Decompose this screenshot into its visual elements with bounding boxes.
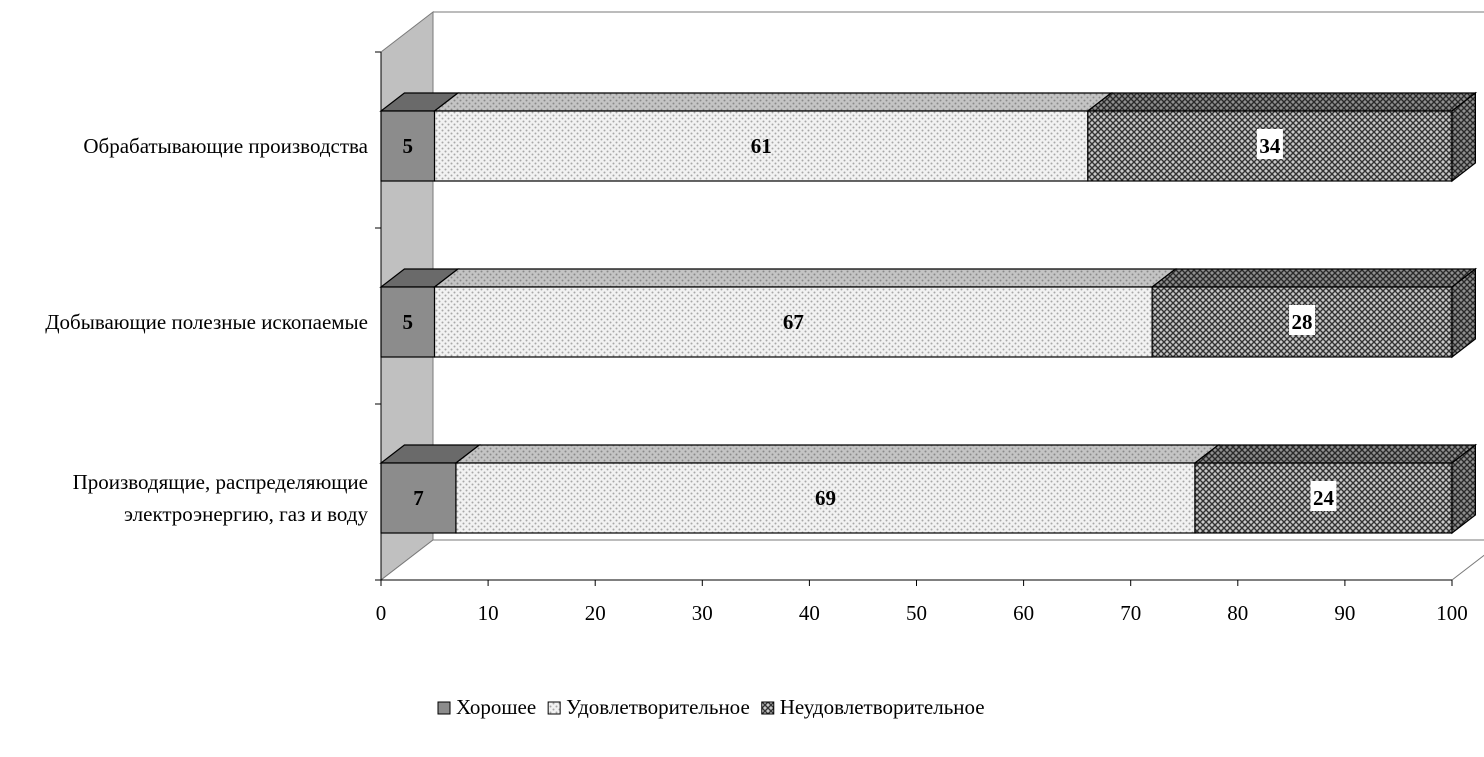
bar	[380, 286, 436, 358]
x-tick-label: 50	[906, 601, 927, 625]
data-label: 5	[403, 134, 414, 158]
legend-label: Хорошее	[456, 695, 536, 719]
data-label: 28	[1292, 310, 1313, 334]
x-tick-label: 30	[692, 601, 713, 625]
category-label: Добывающие полезные ископаемые	[45, 310, 368, 334]
x-tick-label: 80	[1227, 601, 1248, 625]
bar-side-face	[1451, 443, 1477, 535]
data-label-bg	[1289, 305, 1316, 335]
legend-item: Неудовлетворительное	[761, 695, 985, 719]
legend-item: Хорошее	[437, 695, 536, 719]
legend-swatch	[437, 701, 451, 715]
legend-label: Неудовлетворительное	[780, 695, 985, 719]
category-label: Производящие, распределяющие	[73, 470, 368, 494]
data-label: 24	[1313, 486, 1335, 510]
bar-side-face	[1451, 91, 1477, 183]
data-label: 34	[1259, 134, 1281, 158]
bar	[455, 462, 1196, 534]
legend-label: Удовлетворительное	[566, 695, 750, 719]
x-tick-label: 40	[799, 601, 820, 625]
legend-swatch	[761, 701, 775, 715]
bar-side-face	[1451, 267, 1477, 359]
bar-group	[379, 443, 1478, 535]
bar-group	[379, 267, 1478, 359]
data-label-bg	[1256, 129, 1283, 159]
category-label: электроэнергию, газ и воду	[124, 502, 368, 526]
x-tick-label: 10	[478, 601, 499, 625]
data-label: 61	[751, 134, 772, 158]
bar-top-face	[1150, 268, 1478, 288]
x-tick-label: 100	[1436, 601, 1468, 625]
data-label: 69	[815, 486, 836, 510]
x-tick-label: 60	[1013, 601, 1034, 625]
data-label-bg	[1310, 481, 1337, 511]
x-tick-label: 90	[1334, 601, 1355, 625]
bar-top-face	[432, 92, 1114, 112]
x-tick-label: 20	[585, 601, 606, 625]
bar	[433, 286, 1153, 358]
legend-swatch	[547, 701, 561, 715]
bar	[380, 110, 436, 182]
data-label: 7	[413, 486, 424, 510]
data-label: 67	[783, 310, 804, 334]
bar	[380, 462, 457, 534]
x-tick-label: 70	[1120, 601, 1141, 625]
bar-group	[379, 91, 1478, 183]
category-label: Обрабатывающие производства	[83, 134, 368, 158]
bar-top-face	[1086, 92, 1478, 112]
legend-item: Удовлетворительное	[547, 695, 750, 719]
floor	[379, 539, 1484, 581]
bar-top-face	[1193, 444, 1478, 464]
data-label: 5	[403, 310, 414, 334]
bar-top-face	[454, 444, 1221, 464]
bar	[433, 110, 1089, 182]
bar-top-face	[432, 268, 1178, 288]
x-tick-label: 0	[376, 601, 387, 625]
